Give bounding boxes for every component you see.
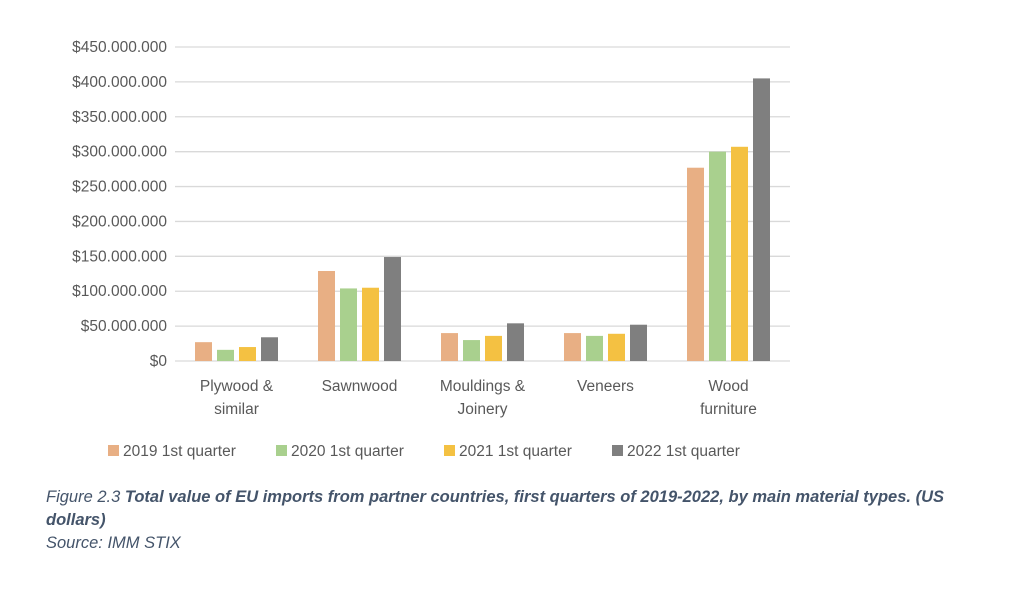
legend-swatch <box>108 445 119 456</box>
legend-label: 2020 1st quarter <box>291 443 404 460</box>
y-tick-label: $250.000.000 <box>72 179 167 196</box>
bar <box>709 151 726 361</box>
bar <box>195 342 212 361</box>
bar <box>731 146 748 361</box>
y-tick-label: $300.000.000 <box>72 144 167 161</box>
y-tick-label: $50.000.000 <box>81 318 168 335</box>
legend-label: 2022 1st quarter <box>627 443 740 460</box>
bar <box>441 333 458 361</box>
x-tick-label: Mouldings & <box>440 378 526 395</box>
bar <box>608 333 625 361</box>
legend-swatch <box>444 445 455 456</box>
bar <box>687 167 704 361</box>
bar <box>507 323 524 361</box>
y-tick-label: $200.000.000 <box>72 213 167 230</box>
bar <box>239 347 256 361</box>
x-tick-label: Sawnwood <box>322 378 398 395</box>
bar <box>564 333 581 361</box>
caption-source: Source: IMM STIX <box>46 534 181 552</box>
bar <box>217 349 234 361</box>
x-tick-label: furniture <box>700 401 757 418</box>
bar <box>340 288 357 361</box>
bar <box>362 287 379 361</box>
legend-label: 2019 1st quarter <box>123 443 236 460</box>
x-tick-label: Joinery <box>458 401 508 418</box>
figure-caption: Figure 2.3 Total value of EU imports fro… <box>46 486 986 555</box>
x-tick-label: Veneers <box>577 378 634 395</box>
y-tick-label: $100.000.000 <box>72 283 167 300</box>
legend-label: 2021 1st quarter <box>459 443 572 460</box>
bar <box>384 257 401 361</box>
bar <box>318 270 335 361</box>
legend-swatch <box>612 445 623 456</box>
bar <box>586 335 603 361</box>
caption-label: Figure 2.3 <box>46 488 125 506</box>
y-tick-label: $150.000.000 <box>72 248 167 265</box>
y-tick-label: $400.000.000 <box>72 74 167 91</box>
y-tick-label: $350.000.000 <box>72 109 167 126</box>
bar <box>753 78 770 362</box>
x-tick-label: Plywood & <box>200 378 274 395</box>
y-tick-label: $0 <box>150 353 168 370</box>
bar <box>485 335 502 361</box>
x-tick-label: similar <box>214 401 259 418</box>
x-tick-label: Wood <box>708 378 748 395</box>
bar <box>261 337 278 361</box>
bar-chart: $0 $50.000.000 $100.000.000 $150.000.000 $20… <box>72 39 790 460</box>
y-tick-label: $450.000.000 <box>72 39 167 56</box>
caption-title: Total value of EU imports from partner c… <box>46 488 944 529</box>
bar <box>630 324 647 361</box>
legend-swatch <box>276 445 287 456</box>
bar <box>463 340 480 361</box>
